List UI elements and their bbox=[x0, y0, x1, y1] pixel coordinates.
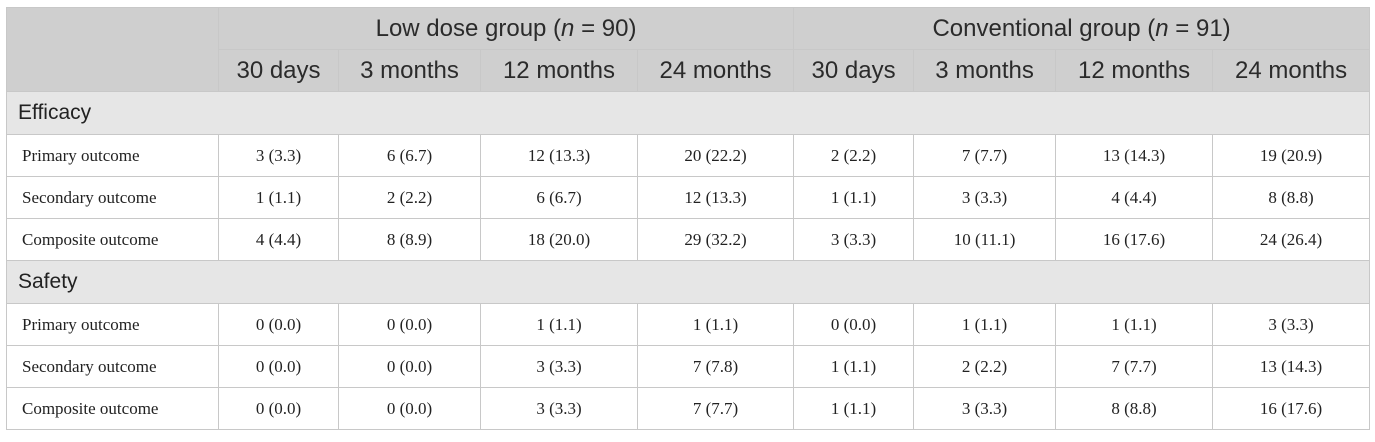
table-cell: 3 (3.3) bbox=[480, 387, 638, 430]
table-cell: 13 (14.3) bbox=[1212, 345, 1371, 388]
table-cell: 0 (0.0) bbox=[338, 387, 481, 430]
table-cell: 10 (11.1) bbox=[913, 218, 1057, 261]
row-label: Composite outcome bbox=[6, 218, 219, 261]
row-label: Primary outcome bbox=[6, 134, 219, 177]
table-cell: 0 (0.0) bbox=[218, 303, 339, 346]
timepoint-header: 24 months bbox=[636, 49, 795, 92]
section-row-safety: Safety bbox=[5, 260, 1371, 304]
timepoint-header: 3 months bbox=[913, 49, 1057, 92]
table-cell: 8 (8.8) bbox=[1055, 387, 1214, 430]
table-cell: 3 (3.3) bbox=[480, 345, 638, 388]
table-cell: 2 (2.2) bbox=[793, 134, 915, 177]
timepoint-header: 12 months bbox=[1055, 49, 1214, 92]
section-title: Efficacy bbox=[5, 91, 1371, 135]
outcomes-table: Low dose group (n = 90) Conventional gro… bbox=[5, 7, 1371, 430]
timepoint-header: 24 months bbox=[1212, 49, 1371, 92]
table-cell: 24 (26.4) bbox=[1212, 218, 1371, 261]
table-cell: 1 (1.1) bbox=[480, 303, 638, 346]
timepoint-header: 3 months bbox=[338, 49, 481, 92]
table-cell: 7 (7.7) bbox=[913, 134, 1057, 177]
table-cell: 1 (1.1) bbox=[218, 176, 339, 219]
table-cell: 1 (1.1) bbox=[636, 303, 795, 346]
table-cell: 1 (1.1) bbox=[793, 345, 915, 388]
table-row: Primary outcome 3 (3.3) 6 (6.7) 12 (13.3… bbox=[6, 134, 1371, 177]
table-cell: 6 (6.7) bbox=[480, 176, 638, 219]
table-cell: 6 (6.7) bbox=[338, 134, 481, 177]
timepoint-header-row: 30 days 3 months 12 months 24 months 30 … bbox=[7, 49, 1371, 92]
table-cell: 1 (1.1) bbox=[913, 303, 1057, 346]
timepoint-header: 30 days bbox=[793, 49, 915, 92]
table-cell: 0 (0.0) bbox=[338, 303, 481, 346]
table-cell: 1 (1.1) bbox=[793, 387, 915, 430]
timepoint-header: 30 days bbox=[218, 49, 339, 92]
row-label: Secondary outcome bbox=[6, 345, 219, 388]
row-label: Primary outcome bbox=[6, 303, 219, 346]
corner-cell bbox=[6, 7, 219, 92]
table-cell: 3 (3.3) bbox=[913, 176, 1057, 219]
table-cell: 7 (7.8) bbox=[636, 345, 795, 388]
table-cell: 19 (20.9) bbox=[1212, 134, 1371, 177]
group-header-row: Low dose group (n = 90) Conventional gro… bbox=[6, 7, 1371, 92]
table-cell: 0 (0.0) bbox=[218, 387, 339, 430]
table-cell: 20 (22.2) bbox=[636, 134, 795, 177]
row-label: Composite outcome bbox=[6, 387, 219, 430]
table-row: Composite outcome 4 (4.4) 8 (8.9) 18 (20… bbox=[6, 218, 1371, 261]
table-row: Secondary outcome 1 (1.1) 2 (2.2) 6 (6.7… bbox=[6, 176, 1371, 219]
table-cell: 4 (4.4) bbox=[218, 218, 339, 261]
table-cell: 7 (7.7) bbox=[636, 387, 795, 430]
table-row: Secondary outcome 0 (0.0) 0 (0.0) 3 (3.3… bbox=[6, 345, 1371, 388]
table-row: Composite outcome 0 (0.0) 0 (0.0) 3 (3.3… bbox=[6, 387, 1371, 430]
row-label: Secondary outcome bbox=[6, 176, 219, 219]
table-cell: 18 (20.0) bbox=[480, 218, 638, 261]
table-cell: 3 (3.3) bbox=[793, 218, 915, 261]
table-cell: 1 (1.1) bbox=[1055, 303, 1214, 346]
table-cell: 16 (17.6) bbox=[1055, 218, 1214, 261]
table-row: Primary outcome 0 (0.0) 0 (0.0) 1 (1.1) … bbox=[6, 303, 1371, 346]
table-cell: 0 (0.0) bbox=[218, 345, 339, 388]
table-cell: 3 (3.3) bbox=[913, 387, 1057, 430]
table-cell: 3 (3.3) bbox=[1212, 303, 1371, 346]
table-cell: 12 (13.3) bbox=[480, 134, 638, 177]
section-title: Safety bbox=[5, 260, 1371, 304]
table-cell: 4 (4.4) bbox=[1055, 176, 1214, 219]
table-cell: 2 (2.2) bbox=[913, 345, 1057, 388]
table-cell: 7 (7.7) bbox=[1055, 345, 1214, 388]
section-row-efficacy: Efficacy bbox=[5, 91, 1371, 135]
timepoint-header: 12 months bbox=[480, 49, 638, 92]
table-cell: 8 (8.9) bbox=[338, 218, 481, 261]
table-cell: 1 (1.1) bbox=[793, 176, 915, 219]
table-cell: 16 (17.6) bbox=[1212, 387, 1371, 430]
table-cell: 13 (14.3) bbox=[1055, 134, 1214, 177]
table-cell: 0 (0.0) bbox=[338, 345, 481, 388]
table-cell: 12 (13.3) bbox=[636, 176, 795, 219]
table-cell: 2 (2.2) bbox=[338, 176, 481, 219]
group-header-conventional: Conventional group (n = 91) bbox=[793, 7, 1371, 50]
table-cell: 8 (8.8) bbox=[1212, 176, 1371, 219]
table-cell: 0 (0.0) bbox=[793, 303, 915, 346]
table-cell: 3 (3.3) bbox=[218, 134, 339, 177]
table-cell: 29 (32.2) bbox=[636, 218, 795, 261]
group-header-low-dose: Low dose group (n = 90) bbox=[217, 7, 795, 50]
